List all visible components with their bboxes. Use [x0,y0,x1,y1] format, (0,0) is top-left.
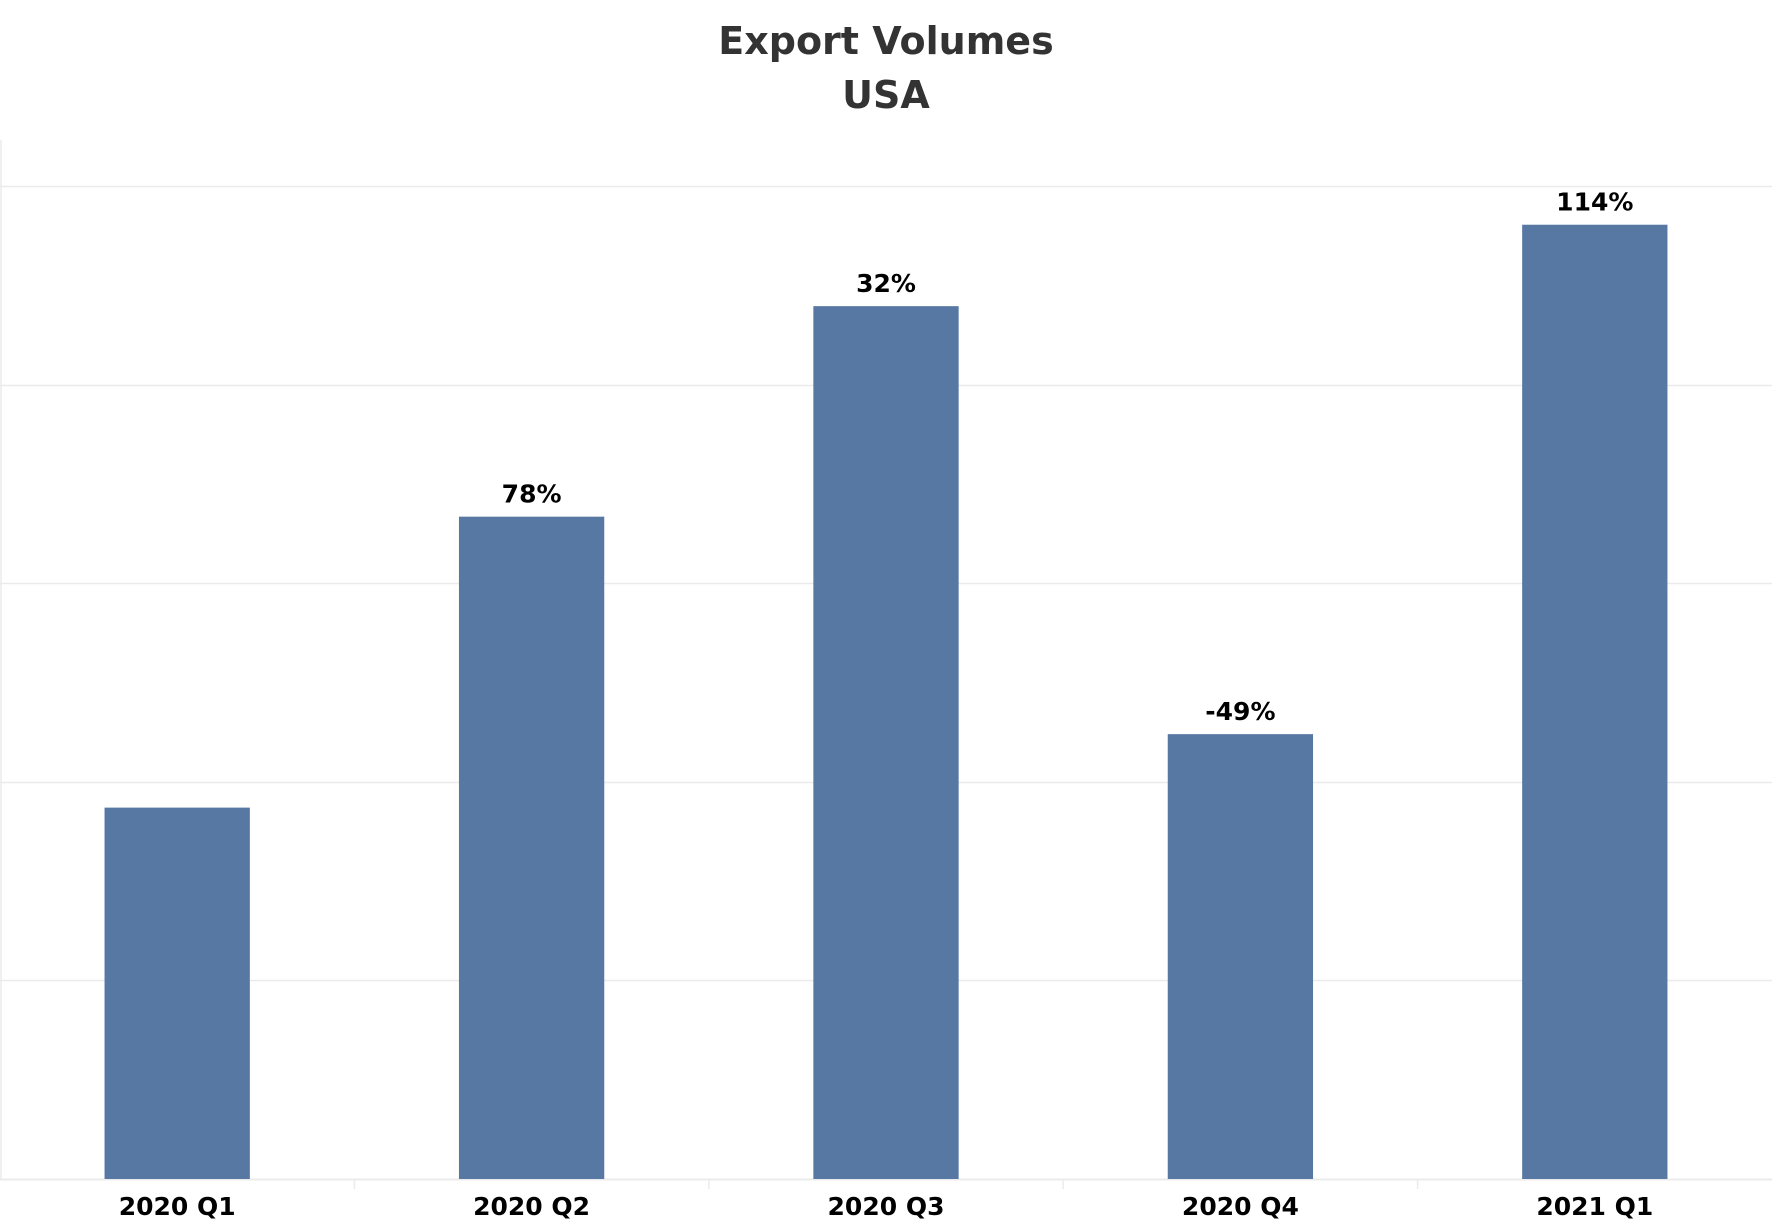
chart-title-block: Export Volumes USA [0,14,1772,122]
bars [104,224,1668,1180]
chart-title: Export Volumes [718,19,1054,63]
bar [104,807,250,1179]
data-label: 114% [1556,188,1633,217]
x-tick-label: 2020 Q3 [828,1192,945,1221]
x-tick-label: 2020 Q2 [473,1192,590,1221]
bar [458,516,605,1179]
bar [813,306,959,1179]
bar [1522,224,1668,1180]
x-tick-label: 2021 Q1 [1536,1192,1653,1221]
x-tick-label: 2020 Q4 [1182,1192,1299,1221]
data-label: -49% [1205,697,1275,726]
data-labels: 78% 32% -49% 114% [502,188,1634,726]
bar [1167,734,1314,1179]
x-tick-label: 2020 Q1 [119,1192,236,1221]
data-label: 32% [856,269,916,298]
chart-subtitle: USA [842,73,930,117]
x-axis-ticks: 2020 Q1 2020 Q2 2020 Q3 2020 Q4 2021 Q1 [119,1179,1653,1221]
data-label: 78% [502,480,562,509]
